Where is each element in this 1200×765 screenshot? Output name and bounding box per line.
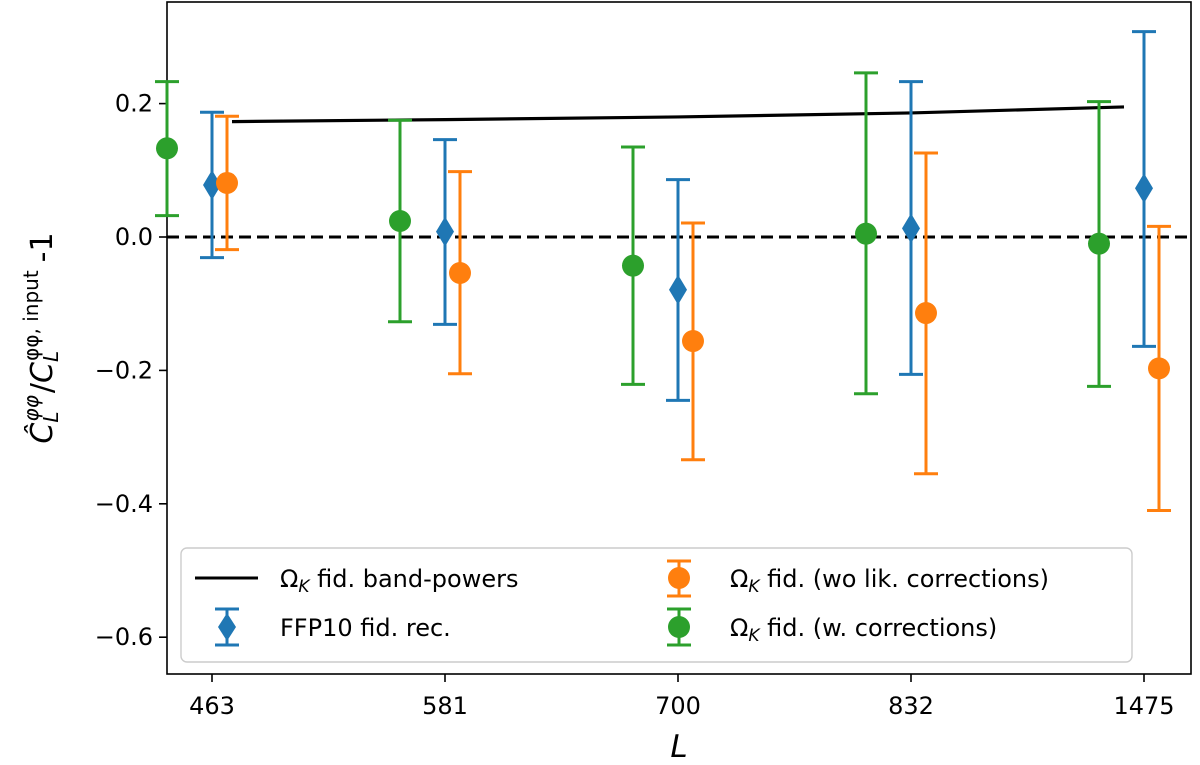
- data-point-circle: [389, 209, 411, 232]
- data-point-circle: [855, 222, 877, 245]
- legend-diamond-marker: [218, 613, 236, 641]
- x-tick-label: 700: [655, 692, 701, 720]
- y-axis-label: ĈLφφ/CLφφ, input-1: [19, 232, 63, 443]
- series-1: [215, 114, 1171, 512]
- data-point-diamond: [203, 169, 221, 200]
- legend-entry-ffp10: FFP10 fid. rec.: [215, 607, 451, 647]
- ylabel-suffix: -1: [25, 232, 60, 262]
- svg-text:ΩK fid. band-powers: ΩK fid. band-powers: [280, 565, 518, 597]
- ylabel-num-sup: φφ: [19, 395, 43, 421]
- y-tick-label: −0.4: [95, 490, 153, 518]
- data-point-circle: [216, 171, 238, 194]
- ylabel-num-base: Ĉ: [23, 423, 60, 444]
- legend-box: [180, 547, 1133, 663]
- legend-label-base: Ω: [730, 565, 748, 593]
- svg-text:FFP10 fid. rec.: FFP10 fid. rec.: [280, 614, 451, 642]
- ylabel-slash: /: [25, 382, 60, 393]
- legend-circle-marker: [668, 616, 690, 638]
- band-powers-line-layer: [231, 105, 1125, 124]
- x-tick-label: 581: [422, 692, 468, 720]
- data-point-diamond: [902, 213, 920, 244]
- legend-label-rest: FFP10 fid. rec.: [280, 614, 451, 642]
- ylabel-den-base: C: [25, 362, 60, 383]
- data-point-circle: [156, 137, 178, 160]
- svg-text:ĈLφφ/CLφφ, input-1: ĈLφφ/CLφφ, input-1: [19, 232, 63, 443]
- legend-label-sub: K: [298, 577, 311, 597]
- series-0: [200, 30, 1156, 402]
- ylabel-den-sub: L: [39, 351, 63, 362]
- legend-label-sub: K: [748, 577, 761, 597]
- errorbar-layer: [155, 30, 1171, 512]
- data-point-diamond: [1135, 173, 1153, 204]
- svg-text:ΩK fid. (w. corrections): ΩK fid. (w. corrections): [730, 614, 997, 646]
- legend-label-base: Ω: [730, 614, 748, 642]
- svg-text:ΩK fid. (wo lik. corrections): ΩK fid. (wo lik. corrections): [730, 565, 1049, 597]
- data-point-circle: [1148, 357, 1170, 380]
- legend-entry-w-corrections: ΩK fid. (w. corrections): [667, 607, 997, 647]
- y-axis-ticks: −0.6 −0.4 −0.2 0.0 0.2: [95, 90, 167, 651]
- ylabel-den-sup: φφ, input: [19, 270, 43, 361]
- data-point-circle: [915, 302, 937, 325]
- legend-circle-marker: [668, 567, 690, 589]
- y-tick-label: −0.2: [95, 356, 153, 384]
- data-point-circle: [449, 262, 471, 285]
- legend-label-sub: K: [748, 626, 761, 646]
- legend-label-rest: fid. (wo lik. corrections): [760, 565, 1050, 593]
- series-2: [155, 71, 1111, 396]
- legend-label-rest: fid. (w. corrections): [760, 614, 998, 642]
- legend-entry-wo-corrections: ΩK fid. (wo lik. corrections): [667, 559, 1049, 598]
- band-powers-line: [231, 105, 1125, 124]
- legend-label-rest: fid. band-powers: [310, 565, 519, 593]
- x-tick-label: 1475: [1113, 692, 1174, 720]
- data-point-circle: [622, 254, 644, 277]
- legend-label-base: Ω: [280, 565, 298, 593]
- y-tick-label: −0.6: [95, 623, 153, 651]
- y-tick-label: 0.0: [115, 223, 153, 251]
- data-point-diamond: [669, 274, 687, 305]
- ylabel-num-sub: L: [39, 411, 63, 422]
- x-tick-label: 832: [888, 692, 934, 720]
- data-point-circle: [1088, 232, 1110, 255]
- x-axis-label: L: [670, 729, 687, 765]
- legend-entry-band-powers: ΩK fid. band-powers: [195, 565, 518, 597]
- x-axis-ticks: 463 581 700 832 1475: [189, 674, 1175, 720]
- y-tick-label: 0.2: [115, 90, 153, 118]
- legend: ΩK fid. band-powers FFP10 fid. rec. ΩK f…: [180, 547, 1133, 663]
- data-point-circle: [682, 330, 704, 353]
- x-tick-label: 463: [189, 692, 235, 720]
- data-point-diamond: [436, 216, 454, 247]
